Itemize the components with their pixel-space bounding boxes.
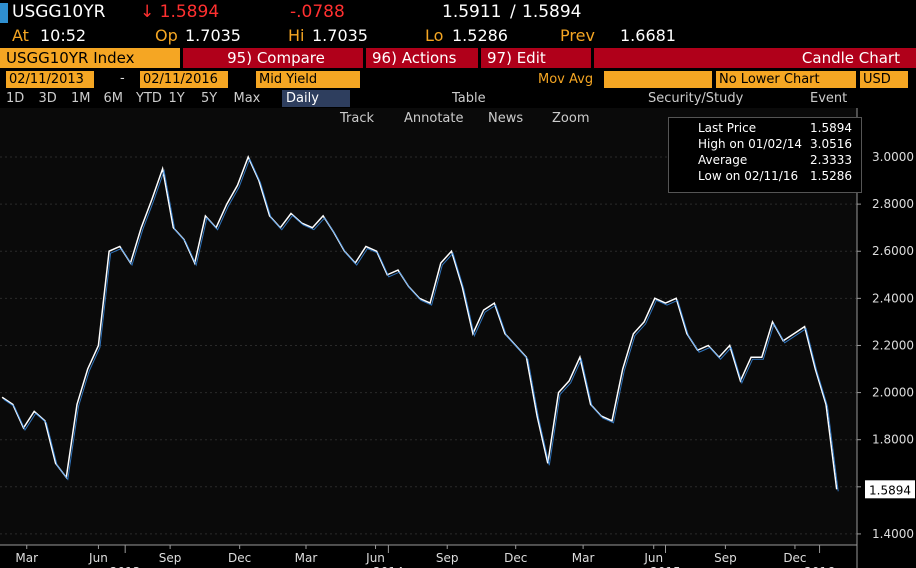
frequency-select[interactable]: Daily bbox=[282, 90, 350, 107]
year-label: 2016 bbox=[804, 565, 835, 568]
actions-button[interactable]: 96) Actions bbox=[366, 48, 478, 68]
chart-type: Candle Chart bbox=[594, 48, 916, 68]
y-tick-label: 2.2000 bbox=[872, 338, 914, 352]
year-label: 2015 bbox=[650, 565, 681, 568]
period-button[interactable]: 5Y bbox=[201, 91, 218, 106]
x-tick-label: Jun bbox=[643, 551, 663, 565]
open: 1.7035 bbox=[185, 26, 241, 45]
lower-chart-select[interactable]: No Lower Chart bbox=[716, 71, 856, 88]
x-tick-label: Jun bbox=[88, 551, 108, 565]
price-shadow bbox=[3, 157, 839, 492]
low-label: Lo bbox=[425, 26, 444, 45]
end-date[interactable]: 02/11/2016 bbox=[140, 71, 228, 88]
legend-value: 1.5894 bbox=[810, 121, 852, 135]
mov-avg-input[interactable] bbox=[604, 71, 712, 88]
y-tick-label: 2.4000 bbox=[872, 291, 914, 305]
at-label: At bbox=[12, 26, 29, 45]
dash: - bbox=[120, 71, 125, 86]
x-tick-label: Mar bbox=[295, 551, 318, 565]
prev-label: Prev bbox=[560, 26, 595, 45]
legend-label: Last Price bbox=[698, 121, 757, 135]
flag bbox=[0, 3, 8, 23]
chart-tool[interactable]: Annotate bbox=[404, 111, 464, 126]
x-tick-label: Sep bbox=[714, 551, 737, 565]
legend-value: 3.0516 bbox=[810, 137, 852, 151]
y-tick-label: 1.4000 bbox=[872, 527, 914, 541]
chart-tool[interactable]: Zoom bbox=[552, 111, 590, 126]
y-tick-label: 2.8000 bbox=[872, 197, 914, 211]
year-label: 2014 bbox=[373, 565, 404, 568]
period-button[interactable]: YTD bbox=[136, 91, 162, 106]
ticker: USGG10YR bbox=[12, 2, 106, 22]
net-change: -.0788 bbox=[290, 2, 345, 22]
legend-box bbox=[668, 117, 862, 193]
security-field[interactable]: USGG10YR Index bbox=[0, 48, 180, 68]
period-button[interactable]: 3D bbox=[38, 91, 57, 106]
edit-button[interactable]: 97) Edit bbox=[481, 48, 591, 68]
period-button[interactable]: 1Y bbox=[168, 91, 185, 106]
bid: 1.5911 bbox=[442, 2, 502, 22]
field-select[interactable]: Mid Yield bbox=[256, 71, 360, 88]
y-tick-label: 1.8000 bbox=[872, 433, 914, 447]
legend-value: 2.3333 bbox=[810, 153, 852, 167]
period-button[interactable]: 1D bbox=[6, 91, 25, 106]
last-price-tag bbox=[865, 480, 915, 499]
x-tick-label: Sep bbox=[436, 551, 459, 565]
legend-label: High on 01/02/14 bbox=[698, 137, 803, 151]
x-tick-label: Sep bbox=[159, 551, 182, 565]
x-tick-label: Jun bbox=[365, 551, 385, 565]
year-label: 2013 bbox=[110, 565, 141, 568]
chart-tool[interactable]: News bbox=[488, 111, 524, 126]
last-price-label: 1.5894 bbox=[869, 483, 911, 497]
table-button[interactable]: Table bbox=[452, 91, 486, 106]
x-tick-label: Mar bbox=[572, 551, 595, 565]
legend-value: 1.5286 bbox=[810, 169, 852, 183]
prev: 1.6681 bbox=[620, 26, 676, 45]
high-label: Hi bbox=[288, 26, 305, 45]
x-tick-label: Dec bbox=[783, 551, 806, 565]
high: 1.7035 bbox=[312, 26, 368, 45]
start-date[interactable]: 02/11/2013 bbox=[6, 71, 94, 88]
x-tick-label: Dec bbox=[504, 551, 527, 565]
compare-button[interactable]: 95) Compare bbox=[183, 48, 363, 68]
study-button[interactable]: Security/Study bbox=[648, 91, 744, 106]
time: 10:52 bbox=[40, 26, 87, 45]
separator: / bbox=[510, 2, 516, 22]
x-tick-label: Dec bbox=[228, 551, 251, 565]
last-price: ↓ 1.5894 bbox=[140, 2, 220, 22]
chart-tool[interactable]: Track bbox=[340, 111, 375, 126]
event-button[interactable]: Event bbox=[810, 91, 848, 106]
low: 1.5286 bbox=[452, 26, 508, 45]
y-tick-label: 2.6000 bbox=[872, 244, 914, 258]
period-button[interactable]: 6M bbox=[103, 91, 124, 106]
currency-select[interactable]: USD bbox=[860, 71, 908, 88]
ask: 1.5894 bbox=[522, 2, 582, 22]
legend-label: Low on 02/11/16 bbox=[698, 169, 799, 183]
open-label: Op bbox=[155, 26, 178, 45]
legend-label: Average bbox=[698, 153, 748, 167]
y-tick-label: 2.0000 bbox=[872, 386, 914, 400]
x-tick-label: Mar bbox=[15, 551, 38, 565]
period-button[interactable]: Max bbox=[233, 91, 261, 106]
y-tick-label: 3.0000 bbox=[872, 150, 914, 164]
period-button[interactable]: 1M bbox=[71, 91, 91, 106]
mov-avg-label: Mov Avg bbox=[535, 71, 601, 88]
